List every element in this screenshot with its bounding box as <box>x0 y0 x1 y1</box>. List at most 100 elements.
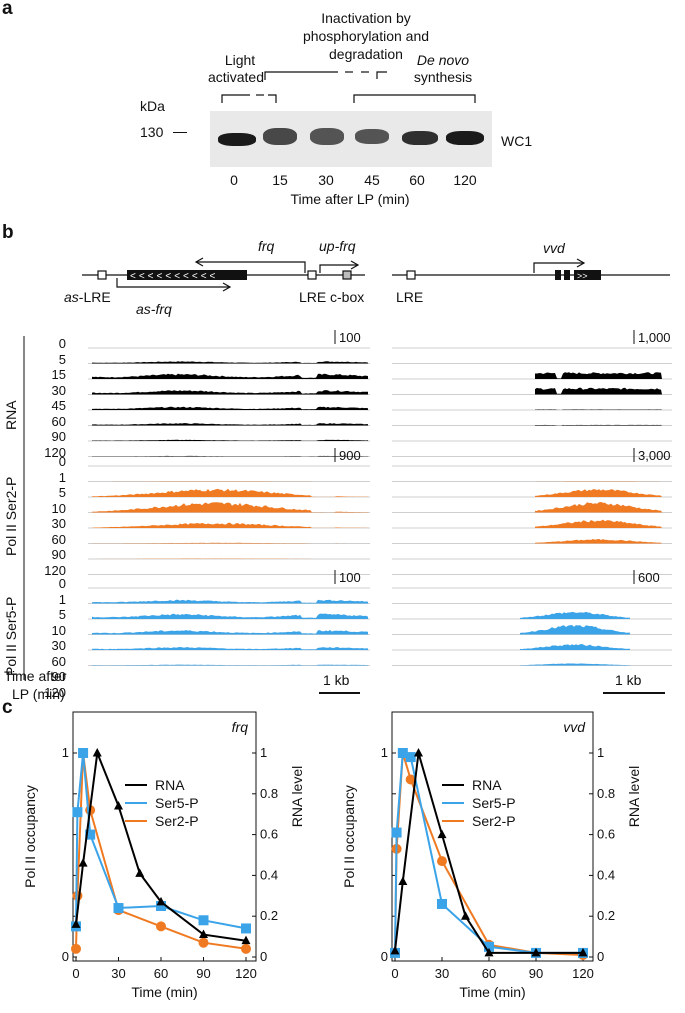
lre-label-left: LRE <box>299 289 327 305</box>
track-time-label: 5 <box>58 607 66 622</box>
point-RNA <box>461 911 470 920</box>
x-tick-label: 60 <box>154 966 168 981</box>
kda-label: kDa <box>140 98 165 114</box>
y2-axis-label: RNA level <box>626 766 642 827</box>
c-box-label: c-box <box>330 289 365 305</box>
point-RNA <box>92 748 102 757</box>
y2-axis-label: RNA level <box>289 766 305 827</box>
lane-120: 120 <box>453 172 477 188</box>
band-45 <box>355 129 389 144</box>
gene-diagrams: <<<<<<<<<< >> <box>82 257 670 292</box>
signal-right-1-3 <box>535 502 662 513</box>
point-RNA <box>390 945 400 955</box>
point-Ser5-P <box>437 898 447 909</box>
track-time-label: 15 <box>51 367 66 382</box>
track-time-label: 30 <box>51 382 66 398</box>
signal-left-0-1 <box>92 361 368 364</box>
y-axis-label: Pol II occupancy <box>341 785 357 888</box>
point-Ser5-P <box>78 748 89 758</box>
scalebar-left-label: 1 kb <box>323 672 350 688</box>
rna-side-label: RNA <box>3 400 19 430</box>
svg-text:<<<<<<<<<<: <<<<<<<<<< <box>130 271 218 282</box>
track-time-label: 0 <box>58 576 66 591</box>
panel-c-letter: c <box>2 697 13 718</box>
point-Ser5-P <box>397 748 408 758</box>
point-RNA <box>531 947 541 957</box>
point-Ser2-P <box>437 856 447 867</box>
signal-left-1-4 <box>92 522 368 528</box>
inactivation-label: Inactivation by <box>321 10 411 26</box>
y2-tick-label: 0 <box>597 949 604 964</box>
light-label-1: Light <box>224 52 256 68</box>
y-tick-label: 1 <box>381 745 388 760</box>
x-tick-label: 30 <box>111 966 125 981</box>
point-RNA <box>437 829 447 839</box>
lre-label-right: LRE <box>396 289 424 305</box>
phosphorylation-label: phosphorylation and <box>302 28 430 44</box>
scalebar-right <box>603 692 665 694</box>
light-label-2: activated <box>207 69 265 85</box>
y-tick-label: 1 <box>62 745 69 760</box>
signal-left-2-3 <box>92 630 368 635</box>
scale-label-right: 3,000 <box>638 448 671 463</box>
signal-left-0-5 <box>92 423 368 426</box>
y2-tick-label: 0.4 <box>260 867 278 882</box>
scale-label-right: 600 <box>638 570 660 585</box>
signal-left-2-5 <box>92 664 368 666</box>
denovo-label-2: synthesis <box>413 69 473 85</box>
track-time-label: 120 <box>44 444 66 460</box>
y-tick-label: 0 <box>381 949 388 964</box>
frq-label: frq <box>258 238 275 254</box>
point-RNA <box>199 929 208 939</box>
legend-label-RNA: RNA <box>472 777 502 793</box>
y-tick-label: 0 <box>62 949 69 964</box>
signal-left-2-1 <box>92 599 368 604</box>
y2-tick-label: 0.6 <box>260 827 278 842</box>
track-time-label: 0 <box>58 454 66 469</box>
point-Ser5-P <box>391 827 402 838</box>
time-after-label-2: LP (min) <box>12 686 65 702</box>
degradation-label: degradation <box>329 46 403 62</box>
signal-right-0-4 <box>535 409 662 410</box>
panel-a-brackets <box>221 71 476 103</box>
track-time-label: 120 <box>44 562 66 578</box>
y-axis-label: Pol II occupancy <box>22 785 38 888</box>
lane-45: 45 <box>364 172 380 188</box>
point-Ser5-P <box>113 903 124 914</box>
western-blot <box>210 111 492 167</box>
signal-right-1-2 <box>535 489 662 497</box>
legend-label-Ser5-P: Ser5-P <box>472 795 516 811</box>
track-time-label: 30 <box>51 638 66 653</box>
track-time-label: 10 <box>51 622 66 638</box>
as-frq-label: as-frq <box>136 301 172 317</box>
series-line-Ser2-P <box>75 752 247 950</box>
signal-right-2-4 <box>520 644 630 650</box>
signal-right-1-4 <box>535 519 662 528</box>
as-lre-label: as-LRE <box>64 289 111 305</box>
point-Ser5-P <box>241 923 251 934</box>
point-Ser5-P <box>156 901 166 911</box>
point-RNA <box>78 858 88 867</box>
vvd-label: vvd <box>543 240 565 256</box>
point-Ser5-P <box>198 915 209 926</box>
legend-label-Ser2-P: Ser2-P <box>155 813 199 829</box>
track-time-label: 90 <box>51 547 66 562</box>
point-Ser2-P <box>198 937 209 948</box>
x-tick-label: 120 <box>235 966 257 981</box>
point-Ser5-P <box>72 807 83 818</box>
scale-label-left: 100 <box>339 330 361 345</box>
track-time-label: 60 <box>51 413 66 429</box>
y2-tick-label: 0.6 <box>597 827 615 842</box>
ser2-side-label: Pol II Ser2-P <box>3 476 19 556</box>
svg-text:>>: >> <box>577 271 588 281</box>
band-60 <box>402 131 438 145</box>
signal-left-0-4 <box>92 406 368 410</box>
x-axis-label: Time (min) <box>459 984 525 1000</box>
band-15 <box>263 128 297 145</box>
series-line-Ser5-P <box>75 752 247 930</box>
point-Ser2-P <box>405 774 416 785</box>
mw-tick <box>173 132 187 134</box>
